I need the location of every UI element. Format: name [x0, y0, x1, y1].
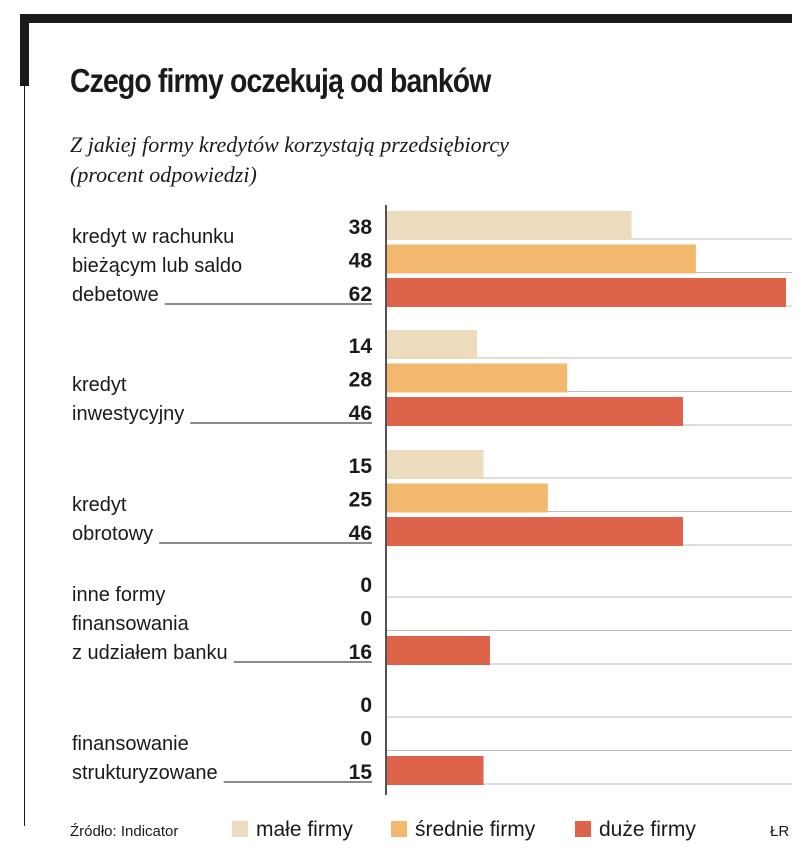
subtitle-line-1: Z jakiej formy kredytów korzystają przed…	[70, 132, 509, 157]
bar	[387, 397, 684, 426]
category-label: kredyt	[72, 374, 127, 396]
bar	[387, 483, 548, 513]
bar	[387, 636, 490, 665]
legend-row: Źródło: Indicator małe firmy średnie fir…	[0, 818, 805, 844]
legend-swatch-small	[232, 821, 248, 837]
legend-label-medium: średnie firmy	[415, 818, 536, 841]
bar	[387, 278, 786, 307]
bar	[387, 756, 484, 785]
legend-item-large: duże firmy	[575, 818, 696, 842]
frame-top-border	[20, 14, 792, 23]
value-label: 14	[349, 335, 373, 358]
legend-label-small: małe firmy	[256, 818, 353, 841]
legend-swatch-medium	[391, 821, 407, 837]
bar	[387, 211, 632, 240]
category-label: strukturyzowane	[72, 762, 218, 784]
value-label: 15	[349, 761, 373, 784]
category-label: obrotowy	[72, 523, 153, 545]
category-label: finansowanie	[72, 733, 189, 755]
value-label: 46	[349, 402, 372, 425]
frame-left-border	[20, 14, 29, 86]
chart-title: Czego firmy oczekują od banków	[70, 62, 491, 99]
author-credit: ŁR	[770, 823, 790, 840]
bar	[387, 363, 568, 393]
legend-item-small: małe firmy	[232, 818, 353, 842]
bar	[387, 244, 696, 274]
bar	[387, 330, 478, 359]
legend-swatch-large	[575, 821, 591, 837]
category-label: kredyt w rachunku	[72, 226, 234, 248]
frame-left-rule	[24, 86, 25, 826]
value-label: 46	[349, 522, 372, 545]
chart-subtitle: Z jakiej formy kredytów korzystają przed…	[70, 130, 690, 190]
category-label: kredyt	[72, 494, 127, 516]
value-label: 0	[360, 728, 372, 751]
legend-label-large: duże firmy	[599, 818, 696, 841]
category-label: bieżącym lub saldo	[72, 255, 242, 277]
value-label: 15	[349, 455, 373, 478]
category-label: finansowania	[72, 613, 190, 635]
category-label: z udziałem banku	[72, 642, 228, 664]
value-label: 0	[360, 694, 372, 717]
value-label: 25	[349, 489, 373, 512]
source-note: Źródło: Indicator	[70, 823, 179, 840]
bar	[387, 450, 484, 479]
value-label: 48	[349, 250, 373, 273]
subtitle-line-2: (procent odpowiedzi)	[70, 162, 257, 187]
category-label: inwestycyjny	[72, 403, 184, 425]
bar	[387, 517, 684, 546]
value-label: 62	[349, 283, 372, 306]
legend-item-medium: średnie firmy	[391, 818, 535, 842]
category-label: inne formy	[72, 584, 165, 606]
value-label: 0	[360, 608, 372, 631]
value-label: 38	[349, 216, 373, 239]
value-label: 0	[360, 574, 372, 597]
value-label: 16	[349, 641, 372, 664]
value-label: 28	[349, 369, 373, 392]
category-label: debetowe	[72, 284, 159, 306]
